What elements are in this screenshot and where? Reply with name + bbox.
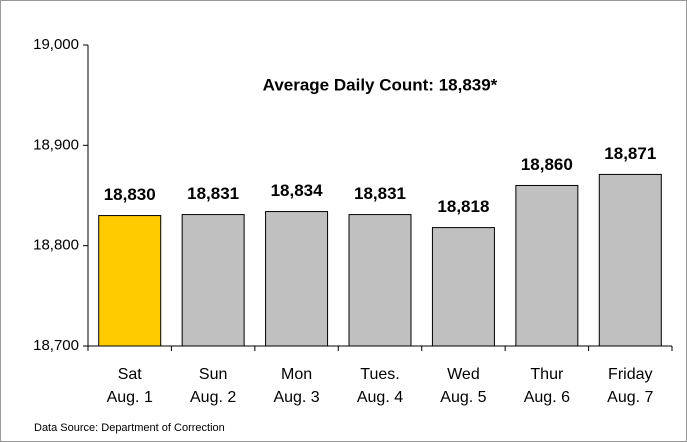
value-label: 18,860 bbox=[521, 155, 573, 174]
bar bbox=[598, 173, 662, 347]
x-tick-label: Sun bbox=[199, 366, 227, 383]
y-tick-label: 19,000 bbox=[33, 36, 79, 53]
x-tick-label: Aug. 3 bbox=[273, 389, 319, 406]
value-label: 18,831 bbox=[354, 184, 406, 203]
x-tick-label: Tues. bbox=[360, 366, 399, 383]
x-tick-label: Aug. 4 bbox=[357, 389, 403, 406]
x-tick-label: Aug. 7 bbox=[607, 389, 653, 406]
x-tick-label: Sat bbox=[118, 366, 143, 383]
x-tick-label: Mon bbox=[281, 366, 312, 383]
x-tick-label: Thur bbox=[530, 366, 564, 383]
bar bbox=[431, 227, 495, 347]
bar bbox=[265, 211, 329, 347]
value-label: 18,818 bbox=[437, 197, 489, 216]
bar bbox=[181, 214, 245, 347]
source-note: Data Source: Department of Correction bbox=[34, 422, 225, 434]
y-tick-label: 18,700 bbox=[33, 337, 79, 354]
value-label: 18,834 bbox=[271, 181, 324, 200]
value-label: 18,831 bbox=[187, 184, 239, 203]
value-label: 18,871 bbox=[604, 144, 656, 163]
y-tick-label: 18,800 bbox=[33, 237, 79, 254]
x-tick-label: Aug. 1 bbox=[107, 389, 153, 406]
bar bbox=[348, 214, 412, 347]
x-tick-label: Friday bbox=[608, 366, 652, 383]
x-tick-label: Aug. 6 bbox=[524, 389, 570, 406]
value-label: 18,830 bbox=[104, 185, 156, 204]
x-tick-label: Wed bbox=[447, 366, 480, 383]
y-tick-label: 18,900 bbox=[33, 136, 79, 153]
x-tick-label: Aug. 2 bbox=[190, 389, 236, 406]
x-tick-label: Aug. 5 bbox=[440, 389, 486, 406]
bar bbox=[98, 215, 162, 347]
annotation: Average Daily Count: 18,839* bbox=[263, 75, 498, 94]
bar bbox=[515, 184, 579, 347]
